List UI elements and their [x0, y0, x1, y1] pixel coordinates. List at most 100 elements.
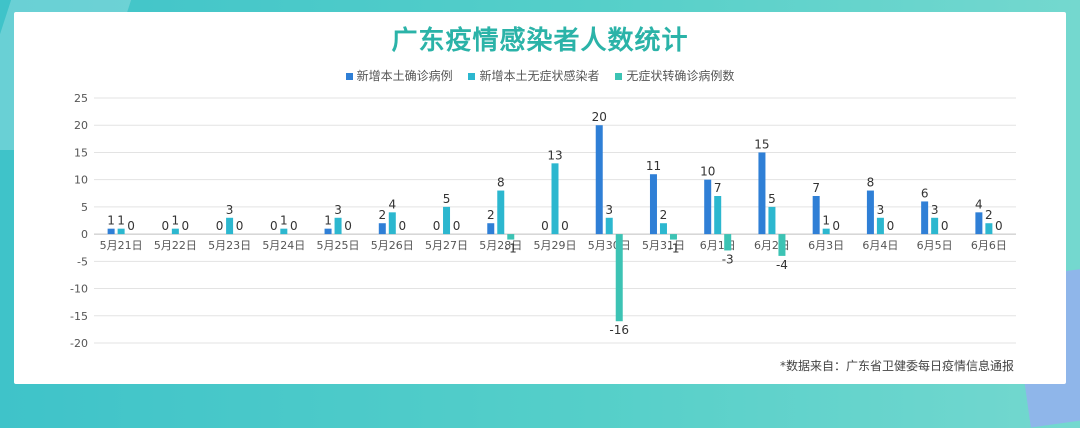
x-tick-label: 5月22日: [154, 239, 197, 252]
bar-3: [724, 234, 732, 251]
x-tick-label: 5月27日: [425, 239, 468, 252]
x-tick-label: 5月30日: [588, 239, 631, 252]
x-tick-label: 6月3日: [808, 239, 844, 252]
x-tick-label: 5月29日: [534, 239, 577, 252]
bar-1: [866, 190, 874, 235]
legend-swatch-series-2: [468, 73, 476, 80]
data-label: 1: [172, 214, 180, 228]
chart-card: 广东疫情感染者人数统计 新增本土确诊病例 新增本土无症状感染者 无症状转确诊病例…: [14, 12, 1066, 384]
bar-1: [812, 196, 820, 235]
x-tick-label: 6月6日: [971, 239, 1007, 252]
bar-2: [171, 228, 179, 235]
bar-3: [507, 234, 515, 240]
bar-1: [378, 223, 386, 235]
data-label: 0: [941, 219, 949, 233]
bar-2: [659, 223, 667, 235]
data-label: 6: [921, 186, 929, 200]
bar-3: [778, 234, 786, 256]
legend-item-series-2: 新增本土无症状感染者: [468, 67, 600, 84]
data-label: 8: [497, 176, 505, 190]
data-label: 4: [388, 197, 396, 211]
bar-2: [605, 217, 613, 235]
source-note: *数据来自：广东省卫健委每日疫情信息通报: [779, 359, 1014, 373]
data-label: 3: [226, 203, 234, 217]
bar-2: [876, 217, 884, 235]
data-label: 1: [107, 214, 115, 228]
data-label: 0: [453, 219, 461, 233]
x-tick-label: 5月23日: [208, 239, 251, 252]
data-label: 2: [487, 208, 495, 222]
legend-swatch-series-1: [345, 73, 353, 80]
data-label: 3: [931, 203, 939, 217]
data-label: 0: [541, 219, 549, 233]
x-tick-label: 5月26日: [371, 239, 414, 252]
y-tick-label: -20: [70, 337, 88, 350]
bar-1: [324, 228, 332, 235]
y-tick-label: 15: [74, 146, 88, 159]
bar-2: [497, 190, 505, 235]
x-tick-label: 5月25日: [317, 239, 360, 252]
data-label: 0: [162, 219, 170, 233]
data-label: -1: [667, 242, 679, 256]
data-label: 2: [378, 208, 386, 222]
data-label: 0: [216, 219, 224, 233]
y-tick-label: -5: [77, 255, 88, 268]
bar-1: [107, 228, 115, 235]
data-label: 0: [887, 219, 895, 233]
y-tick-label: 25: [74, 92, 88, 105]
chart-title: 广东疫情感染者人数统计: [391, 26, 689, 56]
data-label: 0: [832, 219, 840, 233]
x-tick-label: 5月24日: [262, 239, 305, 252]
data-label: 3: [605, 203, 613, 217]
data-label: 11: [646, 159, 661, 173]
bar-2: [714, 196, 722, 235]
data-label: 0: [290, 219, 298, 233]
bar-1: [649, 174, 657, 235]
bar-1: [704, 179, 712, 235]
data-label: 13: [547, 148, 562, 162]
x-tick-label: 5月31日: [642, 239, 685, 252]
bar-3: [615, 234, 623, 322]
y-tick-label: 10: [74, 174, 88, 187]
legend-item-series-1: 新增本土确诊病例: [345, 67, 453, 84]
data-label: 1: [117, 214, 125, 228]
data-label: -3: [722, 252, 734, 266]
data-label: 1: [280, 214, 288, 228]
data-label: 7: [812, 181, 820, 195]
bar-1: [975, 212, 983, 235]
data-label: 3: [334, 203, 342, 217]
bar-1: [595, 125, 603, 235]
data-label: 2: [985, 208, 993, 222]
data-label: 8: [867, 176, 875, 190]
x-tick-label: 6月5日: [917, 239, 953, 252]
bar-2: [226, 217, 234, 235]
legend-swatch-series-3: [615, 73, 623, 80]
data-label: 4: [975, 197, 983, 211]
data-label: 5: [768, 192, 776, 206]
data-label: 0: [236, 219, 244, 233]
y-tick-label: -15: [70, 310, 88, 323]
legend-label-series-2: 新增本土无症状感染者: [479, 69, 600, 83]
bar-2: [768, 206, 776, 235]
bar-2: [388, 212, 396, 235]
data-label: 0: [995, 219, 1003, 233]
legend-item-series-3: 无症状转确诊病例数: [615, 67, 734, 84]
bar-2: [334, 217, 342, 235]
data-label: 0: [433, 219, 441, 233]
y-tick-label: -10: [70, 283, 88, 296]
bar-1: [487, 223, 495, 235]
y-tick-label: 0: [81, 228, 88, 241]
bar-2: [985, 223, 993, 235]
x-tick-label: 6月4日: [862, 239, 898, 252]
data-label: 10: [700, 165, 715, 179]
legend-label-series-3: 无症状转确诊病例数: [626, 69, 735, 83]
x-tick-label: 5月21日: [100, 239, 143, 252]
bar-2: [443, 206, 451, 235]
bar-2: [551, 163, 559, 235]
bar-2: [117, 228, 125, 235]
legend-label-series-1: 新增本土确诊病例: [356, 69, 453, 83]
data-label: 0: [398, 219, 406, 233]
data-label: -1: [505, 242, 517, 256]
bar-2: [822, 228, 830, 235]
